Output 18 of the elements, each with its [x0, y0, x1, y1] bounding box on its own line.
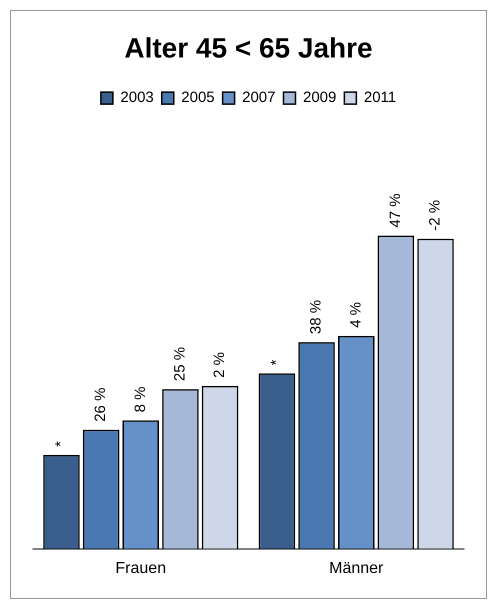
legend-label: 2009 — [302, 89, 336, 106]
annotation: 26 % — [92, 388, 110, 422]
chart-title: Alter 45 < 65 Jahre — [124, 32, 373, 64]
annotation: 25 % — [172, 346, 189, 382]
legend-label: 2005 — [181, 89, 215, 106]
text: -2 % — [426, 200, 444, 231]
annotation: 8 % — [132, 386, 149, 412]
annotation: 38 % — [308, 300, 325, 334]
text: 47 % — [387, 193, 404, 228]
legend-label: 2007 — [242, 89, 276, 106]
legend-label: 2003 — [120, 89, 154, 106]
annotation: * — [52, 440, 70, 447]
annotation: 2 % — [211, 352, 228, 378]
annotation: * — [268, 359, 286, 366]
annotation: 4 % — [347, 302, 364, 328]
legend-label: 2011 — [364, 89, 396, 106]
x-tick-label: Frauen — [115, 560, 166, 577]
x-tick-label: Männer — [329, 560, 384, 577]
